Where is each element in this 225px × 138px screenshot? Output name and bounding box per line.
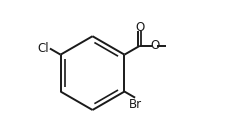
Text: O: O xyxy=(135,21,144,34)
Text: Cl: Cl xyxy=(37,42,49,55)
Text: Br: Br xyxy=(129,98,142,111)
Text: O: O xyxy=(150,39,159,52)
